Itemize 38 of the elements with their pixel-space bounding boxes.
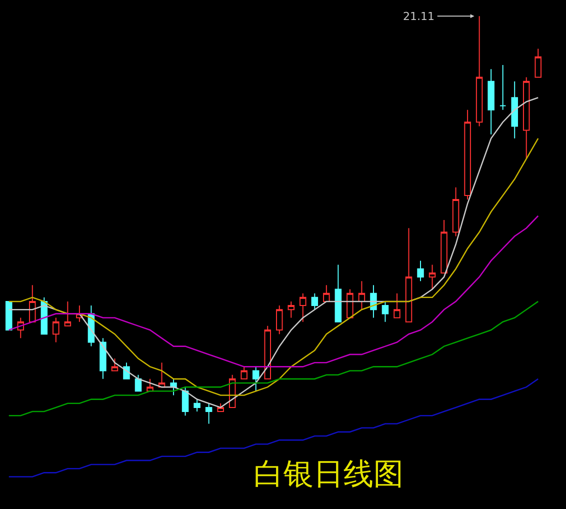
candlestick xyxy=(205,402,212,424)
candlestick xyxy=(29,284,36,322)
candlestick xyxy=(323,284,330,302)
candlestick xyxy=(522,76,530,160)
candlestick xyxy=(346,288,354,318)
candlestick xyxy=(6,300,12,331)
candlestick xyxy=(358,280,366,310)
candlestick xyxy=(440,219,448,274)
candlestick xyxy=(52,317,60,343)
candlestick xyxy=(428,264,436,290)
candlestick xyxy=(264,325,271,380)
candlestick xyxy=(394,292,400,318)
candlestick xyxy=(300,292,306,322)
text: 白银日线图 xyxy=(253,456,404,492)
candlestick xyxy=(276,305,283,335)
candlestick xyxy=(499,64,506,110)
candlestick xyxy=(334,264,342,322)
candlestick xyxy=(158,362,166,388)
candlestick xyxy=(382,300,389,322)
candlestick xyxy=(111,358,118,372)
candlestick xyxy=(476,16,483,127)
annotation: 21.11 xyxy=(403,10,434,23)
candlestick xyxy=(417,260,424,282)
candlestick xyxy=(182,386,189,416)
candlestick xyxy=(534,48,542,78)
candlestick xyxy=(488,68,494,135)
candlestick xyxy=(511,80,518,139)
candlestick xyxy=(288,300,295,318)
candlestick xyxy=(405,228,412,322)
candlestick xyxy=(464,109,471,200)
candlestick xyxy=(194,398,200,412)
candlestick xyxy=(64,300,72,326)
candlestick xyxy=(252,366,260,392)
candlestick xyxy=(100,338,106,380)
candlestick xyxy=(452,186,460,237)
candlestick xyxy=(170,378,177,396)
candlestick xyxy=(240,366,248,380)
candlestick xyxy=(311,292,318,310)
